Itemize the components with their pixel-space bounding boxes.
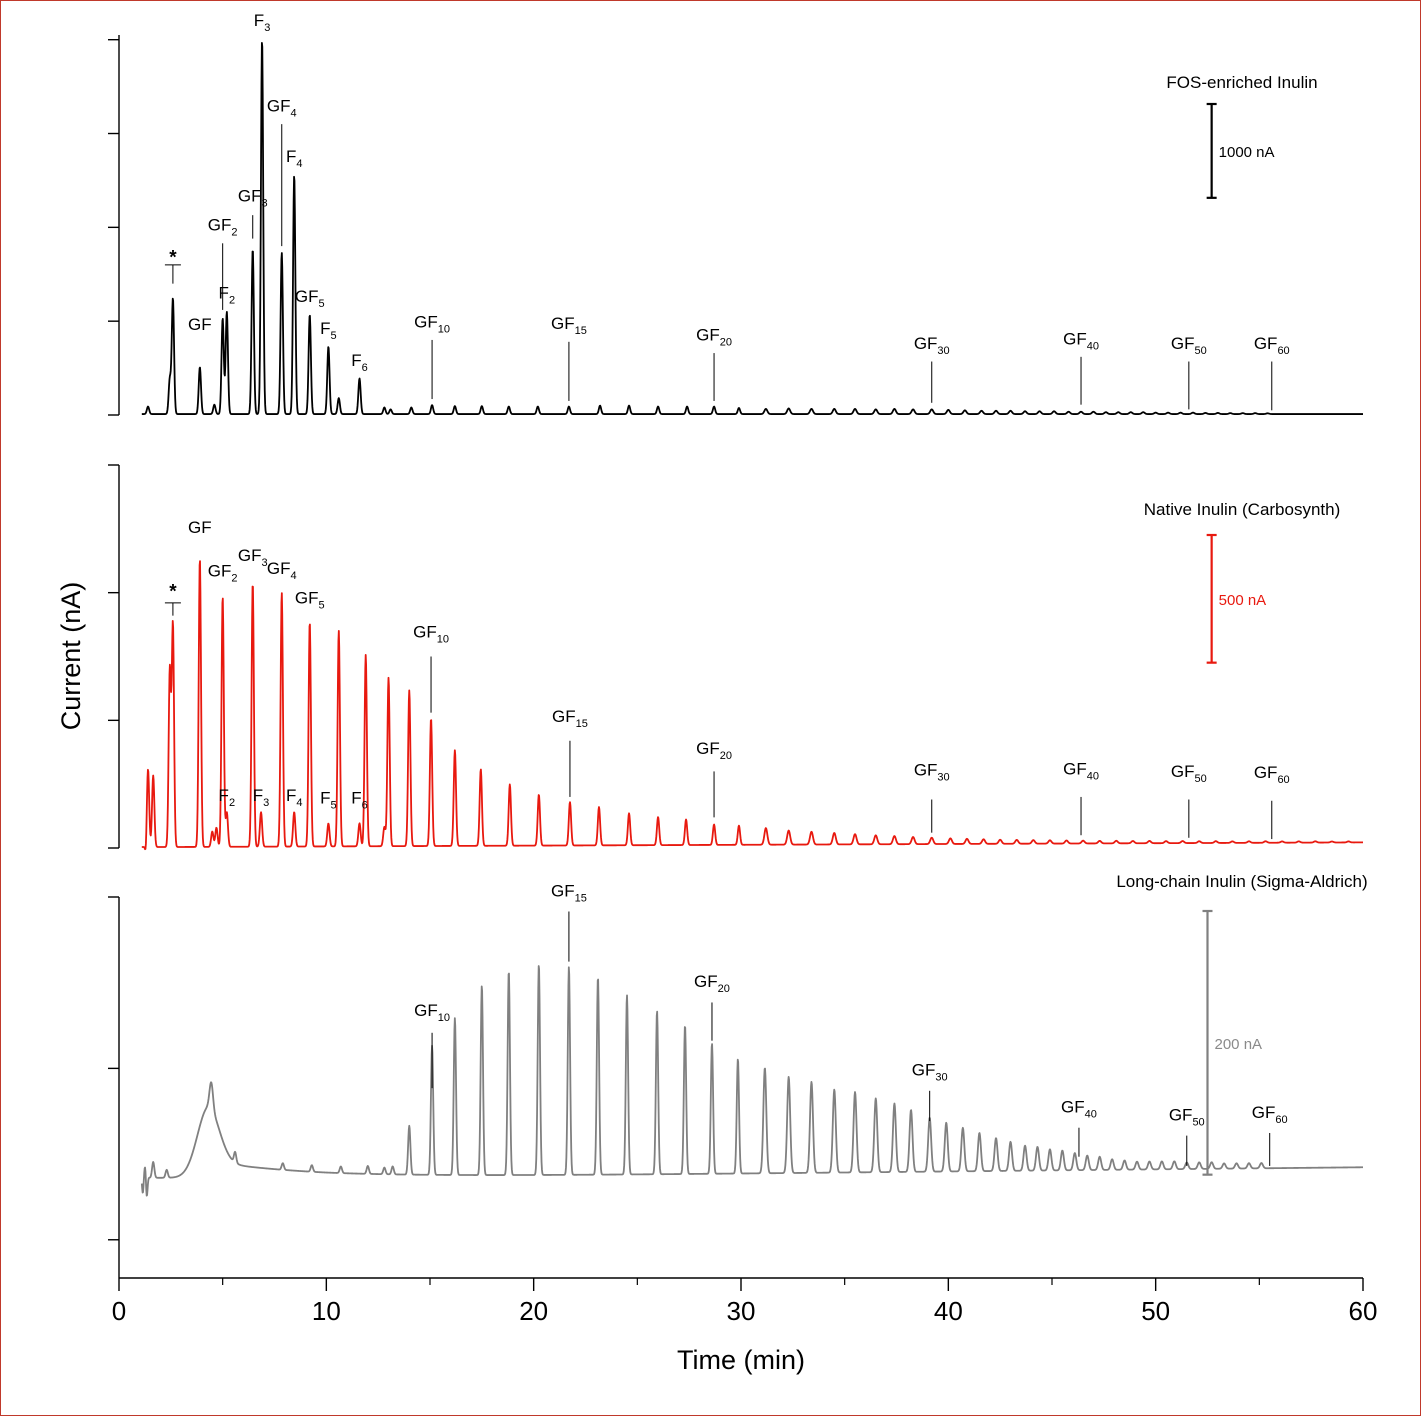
scale-bar-label: 200 nA [1215,1036,1263,1053]
peak-label: F5 [320,319,337,342]
x-axis-label: Time (min) [677,1345,805,1375]
panel-1: FOS-enriched Inulin 1000 nA * GF GF2 F2 GF3 F3 G… [108,11,1364,416]
peak-label: GF30 [914,761,950,784]
peak-label: GF3 [238,187,268,210]
peak-label: F6 [351,351,368,374]
peak-label: GF10 [413,623,449,646]
panel-title: FOS-enriched Inulin [1166,73,1317,92]
peak-label: GF5 [295,287,325,310]
chromatogram-trace [141,41,1364,415]
x-tick-label: 40 [934,1296,963,1326]
peak-label: GF2 [208,561,238,584]
peak-label: GF40 [1063,759,1099,782]
y-axis-label: Current (nA) [56,582,86,731]
panel-2: Native Inulin (Carbosynth)500 nA*GFGF2F2… [108,464,1364,851]
peak-label: GF4 [267,559,297,582]
scale-bar-label: 500 nA [1219,592,1267,609]
peak-label: GF40 [1061,1097,1097,1120]
x-tick-label: 10 [312,1296,341,1326]
x-tick-label: 50 [1141,1296,1170,1326]
peak-label: GF20 [696,326,732,349]
panel-3: Long-chain Inulin (Sigma-Aldrich) 200 nA G… [108,872,1368,1278]
panel-title: Native Inulin (Carbosynth) [1144,500,1341,519]
peak-label: GF30 [912,1061,948,1084]
peak-label: GF2 [208,216,238,239]
peak-label: GF60 [1252,1103,1288,1126]
panel-title: Long-chain Inulin (Sigma-Aldrich) [1116,872,1367,891]
peak-label: GF10 [414,312,450,335]
x-tick-label: 30 [727,1296,756,1326]
peak-label: GF60 [1254,763,1290,786]
scale-bar-label: 1000 nA [1219,144,1275,161]
peak-label: GF10 [414,1001,450,1024]
impurity-star-label: * [169,582,177,603]
peak-label: F5 [320,789,337,812]
x-axis: 0 10 20 30 40 50 60 [112,1277,1378,1326]
peak-label: GF [188,518,212,537]
peak-label: F4 [286,786,303,809]
peak-label: GF20 [694,972,730,995]
peak-label: GF20 [696,739,732,762]
peak-label: GF15 [551,881,587,904]
peak-label: GF [188,315,212,334]
peak-label: GF50 [1171,762,1207,785]
peak-label: GF5 [295,588,325,611]
peak-label: F2 [219,283,236,306]
peak-label: GF15 [552,707,588,730]
peak-label: GF50 [1169,1105,1205,1128]
peak-label: GF40 [1063,329,1099,352]
peak-label: GF4 [267,97,297,120]
chromatogram-trace [140,965,1364,1197]
x-tick-label: 0 [112,1296,126,1326]
peak-label: F3 [254,11,271,34]
peak-label: GF30 [914,334,950,357]
peak-label: GF3 [238,546,268,569]
chromatogram-trace [141,560,1364,851]
chart-panels: FOS-enriched Inulin 1000 nA * GF GF2 F2 GF3 F3 G… [108,11,1368,1278]
x-tick-label: 20 [519,1296,548,1326]
peak-label: GF50 [1171,334,1207,357]
peak-label: GF15 [551,314,587,337]
x-tick-label: 60 [1349,1296,1378,1326]
impurity-star-label: * [169,248,177,269]
peak-label: F4 [286,147,303,170]
peak-label: GF60 [1254,334,1290,357]
peak-label: F6 [351,789,368,812]
